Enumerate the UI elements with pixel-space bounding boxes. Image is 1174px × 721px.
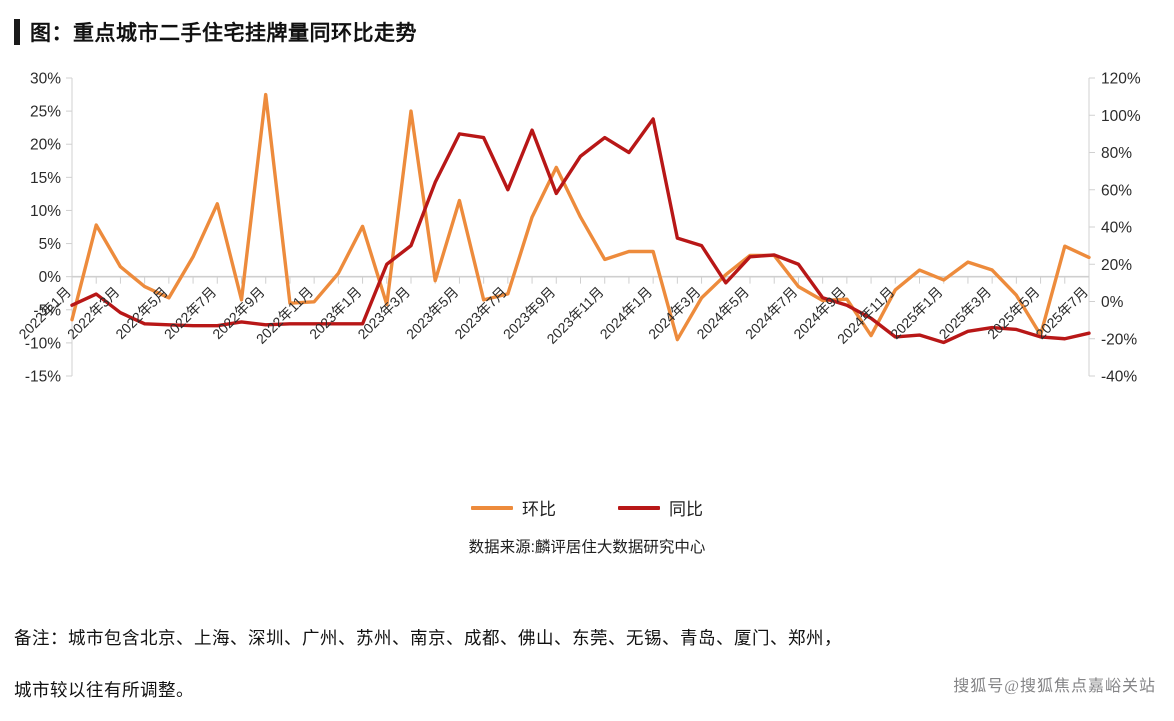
left-axis-tick-7: -5% bbox=[33, 302, 61, 319]
left-axis-tick-0: 30% bbox=[30, 71, 61, 88]
left-axis-tick-9: -15% bbox=[25, 369, 61, 386]
right-axis-tick-8: -40% bbox=[1101, 369, 1137, 386]
legend-label-huanbi: 环比 bbox=[522, 500, 556, 519]
footnote: 备注：城市包含北京、上海、深圳、广州、苏州、南京、成都、佛山、东莞、无锡、青岛、… bbox=[14, 612, 1164, 716]
footnote-line-1: 备注：城市包含北京、上海、深圳、广州、苏州、南京、成都、佛山、东莞、无锡、青岛、… bbox=[14, 628, 842, 648]
legend-label-tongbi: 同比 bbox=[669, 500, 703, 519]
series-line-环比 bbox=[70, 92, 1091, 342]
left-axis-tick-2: 20% bbox=[30, 137, 61, 154]
right-axis-tick-6: 0% bbox=[1101, 294, 1124, 311]
left-axis-tick-6: 0% bbox=[39, 269, 62, 286]
right-axis-tick-3: 60% bbox=[1101, 182, 1132, 199]
right-axis-tick-2: 80% bbox=[1101, 145, 1132, 162]
left-axis-tick-3: 15% bbox=[30, 170, 61, 187]
page-title: 图：重点城市二手住宅挂牌量同环比走势 bbox=[30, 22, 417, 45]
left-axis-tick-labels: 30% 25% 20% 15% 10% 5% 0% -5% -10% -15% bbox=[25, 71, 61, 386]
right-axis-tick-labels: 120% 100% 80% 60% 40% 20% 0% -20% -40% bbox=[1101, 71, 1141, 386]
footnote-line-2: 城市较以往有所调整。 bbox=[14, 680, 194, 700]
right-axis-tick-4: 40% bbox=[1101, 220, 1132, 237]
series-lines bbox=[70, 92, 1091, 345]
left-axis-tick-8: -10% bbox=[25, 335, 61, 352]
plot-area: 30% 25% 20% 15% 10% 5% 0% -5% -10% -15% 120% 100% 8… bbox=[0, 60, 1174, 390]
data-source-note: 数据来源:麟评居住大数据研究中心 bbox=[468, 539, 706, 556]
right-axis-tick-7: -20% bbox=[1101, 331, 1137, 348]
chart-legend: 环比 同比 bbox=[0, 495, 1174, 520]
axis-lines bbox=[66, 77, 1095, 377]
watermark: 搜狐号@搜狐焦点嘉峪关站 bbox=[953, 678, 1156, 695]
legend-swatch-huanbi bbox=[471, 505, 513, 510]
title-accent-bar bbox=[14, 19, 20, 45]
right-axis-tick-1: 100% bbox=[1101, 108, 1141, 125]
series-line-同比 bbox=[70, 117, 1091, 345]
x-axis-ticks bbox=[71, 276, 1090, 284]
left-axis-tick-5: 5% bbox=[39, 236, 62, 253]
right-axis-tick-5: 20% bbox=[1101, 257, 1132, 274]
left-axis-tick-4: 10% bbox=[30, 203, 61, 220]
chart-card: 图：重点城市二手住宅挂牌量同环比走势 30% 25% 20% 15% 10% 5% 0% -5… bbox=[0, 17, 1174, 556]
legend-item-tongbi[interactable]: 同比 bbox=[618, 495, 703, 520]
right-axis-tick-0: 120% bbox=[1101, 71, 1141, 88]
legend-swatch-tongbi bbox=[618, 505, 660, 510]
line-chart-svg: 30% 25% 20% 15% 10% 5% 0% -5% -10% -15% 120% 100% 8… bbox=[15, 71, 1141, 386]
legend-item-huanbi[interactable]: 环比 bbox=[471, 495, 556, 520]
left-axis-tick-1: 25% bbox=[30, 104, 61, 121]
chart-title-bar: 图：重点城市二手住宅挂牌量同环比走势 bbox=[14, 17, 417, 47]
